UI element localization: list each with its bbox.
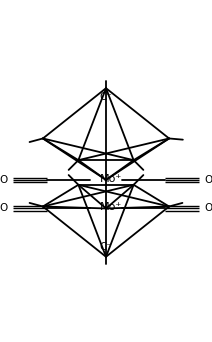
Text: O: O: [0, 203, 8, 213]
Text: C⁻: C⁻: [100, 92, 112, 102]
Text: Mo⁺: Mo⁺: [100, 202, 122, 212]
Text: Mo⁺: Mo⁺: [100, 174, 122, 184]
Text: O: O: [0, 175, 8, 185]
Text: O: O: [204, 175, 212, 185]
Text: C⁻: C⁻: [100, 242, 112, 252]
Text: O: O: [204, 203, 212, 213]
